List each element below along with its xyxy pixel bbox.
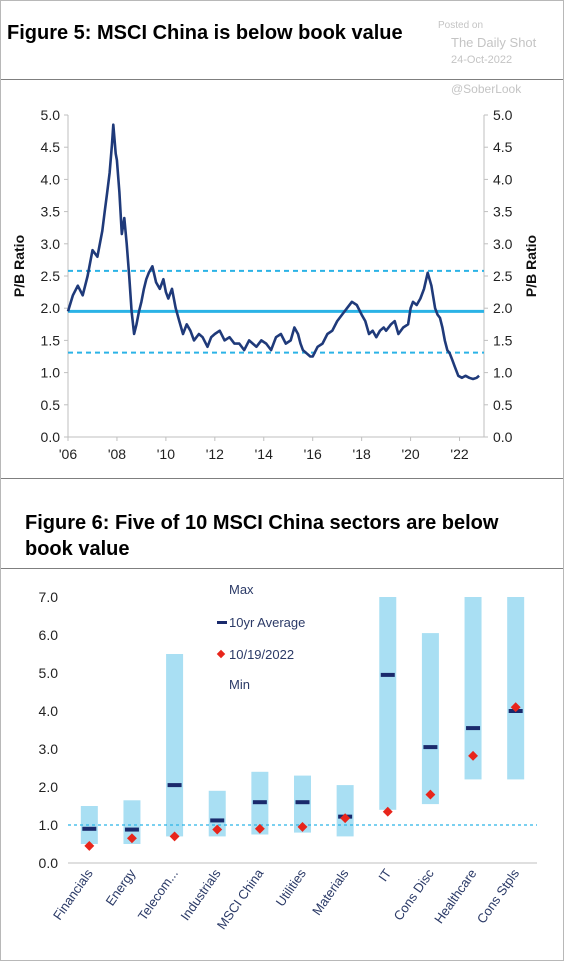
y-tick-label-left: 2.0 xyxy=(41,300,61,316)
y-tick-label-right: 3.0 xyxy=(493,236,513,252)
y-tick-label-right: 2.5 xyxy=(493,268,513,284)
range-bar xyxy=(464,597,482,780)
average-marker xyxy=(252,800,267,805)
y-tick-label-left: 3.0 xyxy=(41,236,61,252)
x-tick-label: '10 xyxy=(157,446,175,462)
current-value-marker xyxy=(169,831,180,842)
figure5-bottom-separator xyxy=(1,478,563,479)
y-tick-label-left: 0.5 xyxy=(41,397,61,413)
average-marker xyxy=(167,783,182,788)
figure6-separator xyxy=(1,568,563,569)
x-tick-label: Utilities xyxy=(273,866,310,909)
average-marker xyxy=(82,826,97,831)
y-tick-label-right: 0.5 xyxy=(493,397,513,413)
y-tick-label-right: 1.0 xyxy=(493,365,513,381)
series-line-pb-ratio xyxy=(66,123,480,381)
y-tick-label: 6.0 xyxy=(39,627,59,643)
y-tick-label-left: 2.5 xyxy=(41,268,61,284)
y-axis-label-right: P/B Ratio xyxy=(523,235,539,297)
x-tick-label: '08 xyxy=(108,446,126,462)
x-tick-label: Energy xyxy=(102,866,138,909)
y-tick-label-left: 0.0 xyxy=(41,429,61,445)
x-tick-label: Cons Disc xyxy=(391,866,438,924)
y-tick-label-left: 1.0 xyxy=(41,365,61,381)
y-axis-label-left: P/B Ratio xyxy=(11,235,27,297)
legend-label: Min xyxy=(229,677,250,692)
figure5-title: Figure 5: MSCI China is below book value xyxy=(7,22,403,44)
range-bar xyxy=(421,633,439,805)
figure5-separator xyxy=(1,79,563,80)
x-tick-label: '18 xyxy=(353,446,371,462)
average-marker xyxy=(423,745,438,750)
current-value-marker xyxy=(127,833,137,844)
range-bar xyxy=(123,800,141,844)
watermark-posted: Posted on xyxy=(438,20,484,31)
y-tick-label-left: 3.5 xyxy=(41,204,61,220)
average-marker xyxy=(124,827,139,832)
range-bar xyxy=(166,654,184,837)
y-tick-label-left: 5.0 xyxy=(41,107,61,123)
watermark-date: 24-Oct-2022 xyxy=(451,54,513,66)
current-value-marker xyxy=(212,824,223,835)
x-tick-label: Materials xyxy=(309,866,352,918)
average-marker xyxy=(380,672,395,677)
y-tick-label-right: 4.0 xyxy=(493,171,513,187)
y-tick-label-right: 1.5 xyxy=(493,332,513,348)
y-tick-label-right: 5.0 xyxy=(493,107,513,123)
y-tick-label: 2.0 xyxy=(39,779,59,795)
x-tick-label: Cons Stpls xyxy=(474,866,523,927)
x-tick-label: '20 xyxy=(401,446,419,462)
x-tick-label: Financials xyxy=(50,866,96,923)
range-bar xyxy=(507,597,525,780)
range-bar xyxy=(80,806,98,844)
y-tick-label-right: 2.0 xyxy=(493,300,513,316)
y-tick-label-left: 4.5 xyxy=(41,139,61,155)
figure6-chart: 0.0 1.0 2.0 3.0 4.0 5.0 6.0 7.0 Financials Energy… xyxy=(39,582,537,932)
figure5-chart: 0.0 0.0 0.5 0.5 1.0 1.0 1.5 1.5 2.0 2.0 2.5 2.5 3.0 3… xyxy=(11,107,539,462)
x-tick-label: '14 xyxy=(255,446,273,462)
figure6-title: Figure 6: Five of 10 MSCI China sectors … xyxy=(25,512,499,560)
average-marker xyxy=(295,800,310,805)
x-tick-label: Telecom... xyxy=(135,866,181,923)
x-tick-label: Healthcare xyxy=(431,866,479,926)
x-tick-label: '22 xyxy=(450,446,468,462)
legend-current-swatch xyxy=(216,649,226,659)
legend-average-swatch xyxy=(217,621,227,624)
average-marker xyxy=(466,726,481,731)
legend-label: Max xyxy=(229,582,254,597)
y-tick-label-left: 1.5 xyxy=(41,332,61,348)
y-tick-label: 3.0 xyxy=(39,741,59,757)
x-tick-label: '12 xyxy=(206,446,224,462)
x-tick-label: Industrials xyxy=(177,866,224,924)
y-tick-label-right: 3.5 xyxy=(493,204,513,220)
average-marker xyxy=(210,818,225,823)
y-tick-label: 1.0 xyxy=(39,817,59,833)
y-tick-label: 5.0 xyxy=(39,665,59,681)
y-tick-label: 4.0 xyxy=(39,703,59,719)
x-tick-label: '06 xyxy=(59,446,77,462)
y-tick-label-right: 0.0 xyxy=(493,429,513,445)
watermark-handle: @SoberLook xyxy=(451,82,522,96)
x-tick-label: IT xyxy=(375,866,394,884)
y-tick-label-left: 4.0 xyxy=(41,171,61,187)
y-tick-label: 7.0 xyxy=(39,589,59,605)
range-bar xyxy=(379,597,397,810)
y-tick-label-right: 4.5 xyxy=(493,139,513,155)
x-tick-label: '16 xyxy=(304,446,322,462)
y-tick-label: 0.0 xyxy=(39,855,59,871)
current-value-marker xyxy=(510,702,521,713)
legend-label: 10/19/2022 xyxy=(229,647,294,662)
legend-label: 10yr Average xyxy=(229,615,305,630)
range-bar xyxy=(336,785,354,837)
watermark-source: The Daily Shot xyxy=(451,35,537,50)
